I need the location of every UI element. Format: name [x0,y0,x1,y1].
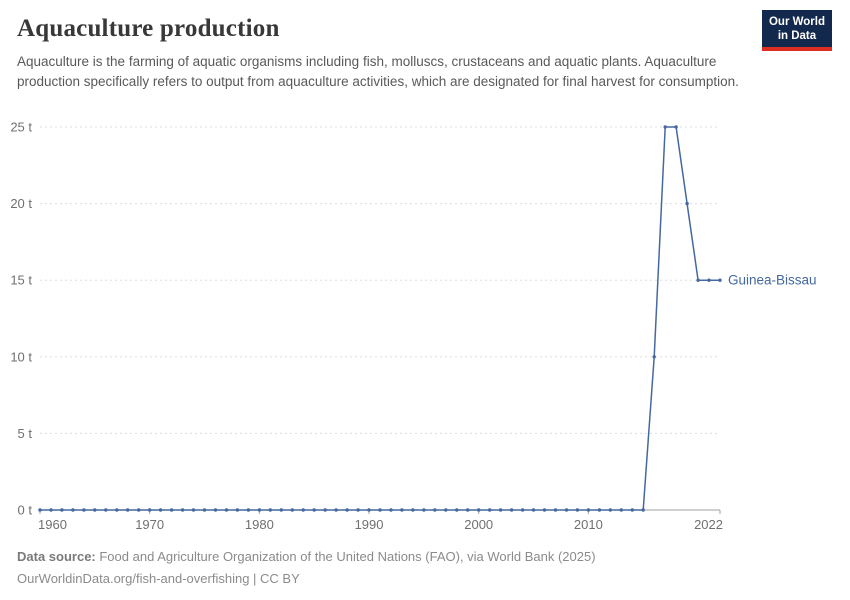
data-point [674,125,678,129]
data-point [71,508,75,512]
data-point [444,508,448,512]
data-point [323,508,327,512]
x-tick-label: 2010 [574,517,603,532]
data-point [137,508,141,512]
owid-logo-line1: Our World [768,16,825,28]
data-point [126,508,130,512]
data-point [115,508,119,512]
data-point [158,508,163,512]
data-point [400,508,404,512]
owid-logo-line2: in Data [777,30,817,42]
data-point [60,508,64,512]
data-point [367,508,371,512]
data-point [213,508,218,512]
y-tick-label: 15 t [10,273,32,288]
data-point [586,508,591,512]
data-point [663,125,667,129]
owid-logo[interactable]: Our World in Data [761,10,832,51]
data-point [148,508,152,512]
data-point [652,355,656,359]
y-tick-label: 20 t [10,196,32,211]
data-point [93,508,97,512]
data-point [542,508,547,512]
data-point [411,508,415,512]
chart-header: Aquaculture production Aquaculture is th… [17,14,757,91]
data-point [498,508,503,512]
y-tick-label: 0 t [18,503,33,518]
data-point [378,508,382,512]
data-point [520,508,525,512]
data-point [246,508,251,512]
x-tick-label: 1990 [355,517,384,532]
series-label[interactable]: Guinea-Bissau [728,273,817,288]
y-tick-label: 5 t [18,426,33,441]
line-chart[interactable]: 0 t 5 t 10 t 15 t 20 t 25 t 1960 1970 1980 1990 20… [0,105,850,543]
data-point [279,508,283,512]
chart-subtitle: Aquaculture is the farming of aquatic or… [17,54,739,89]
data-point [180,508,185,512]
license-line: OurWorldinData.org/fish-and-overfishing … [17,568,817,590]
data-point [38,508,42,512]
data-point [477,508,481,512]
data-point [509,508,514,512]
y-tick-label: 10 t [10,349,32,364]
data-point [257,508,262,512]
data-point [696,278,700,282]
data-source-text: Food and Agriculture Organization of the… [95,549,596,564]
data-point [707,278,711,282]
x-tick-label: 2000 [464,517,493,532]
data-point [235,508,240,512]
data-point [685,201,689,206]
series-line [40,126,720,511]
data-point [531,508,536,512]
data-point [104,508,108,512]
data-point [553,508,558,512]
data-point [202,508,207,512]
data-point [169,508,174,512]
data-point [488,508,492,512]
owid-url-link[interactable]: OurWorldinData.org/fish-and-overfishing [17,571,250,586]
data-point [224,508,229,512]
data-point [718,278,722,282]
chart-title: Aquaculture production [17,15,280,42]
x-tick-label: 2022 [694,517,723,532]
data-source-label: Data source: [17,549,96,564]
y-tick-label: 25 t [10,120,32,135]
data-point [356,508,360,512]
data-point [433,508,437,512]
data-point [608,508,612,512]
data-point [466,508,470,512]
data-source-line: Data source: Food and Agriculture Organi… [17,546,817,568]
data-point [575,508,580,512]
data-point [422,508,426,512]
data-point [301,508,305,512]
data-point [641,508,645,512]
data-point [597,508,602,512]
data-point [630,508,634,512]
chart-footer: Data source: Food and Agriculture Organi… [17,546,817,590]
data-point [191,508,196,512]
data-point [389,508,393,512]
license-text: | CC BY [249,571,300,586]
data-point [334,508,338,512]
x-tick-label: 1960 [38,517,67,532]
data-point [49,508,53,512]
data-point [82,508,86,512]
data-point [564,508,569,512]
data-point [268,508,272,512]
data-point [619,508,623,512]
data-point [290,508,294,512]
data-point [312,508,316,512]
x-tick-label: 1970 [135,517,164,532]
x-tick-label: 1980 [245,517,274,532]
data-point [455,508,459,512]
data-point [345,508,349,512]
